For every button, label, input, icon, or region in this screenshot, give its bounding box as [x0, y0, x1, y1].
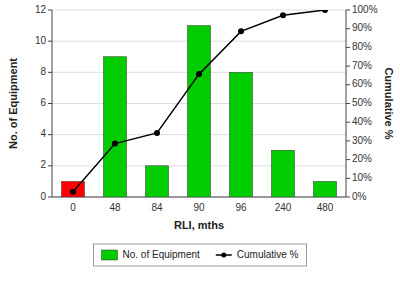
- y2-tick-label: 0%: [352, 191, 367, 202]
- bar: [229, 72, 252, 197]
- y-tick-label: 6: [40, 97, 46, 108]
- legend-label: No. of Equipment: [123, 249, 200, 260]
- legend-frame: [94, 244, 307, 266]
- y2-tick-label: 40%: [352, 116, 372, 127]
- y-tick-label: 0: [40, 191, 46, 202]
- y2-tick: [346, 178, 350, 179]
- y2-axis-label: Cumulative %: [383, 67, 395, 139]
- y-tick: [48, 134, 52, 135]
- x-tick-label: 0: [70, 202, 76, 213]
- y2-tick-label: 50%: [352, 97, 372, 108]
- plot-area: [61, 10, 336, 197]
- legend-item: No. of Equipment: [102, 249, 200, 260]
- legend-item: Cumulative %: [216, 249, 299, 260]
- axes: 0 2 4 6 8 10 12 0% 10% 20% 30% 40% 50% 60% 70% 80% 90% 10…: [35, 4, 378, 213]
- y-tick: [48, 72, 52, 73]
- y2-axis-line: [346, 10, 347, 197]
- x-tick-label: 240: [275, 202, 292, 213]
- bar: [61, 181, 84, 197]
- y-tick-label: 8: [40, 66, 46, 77]
- bar: [313, 181, 336, 197]
- bar: [145, 166, 168, 197]
- y2-tick: [346, 122, 350, 123]
- y2-tick-label: 60%: [352, 78, 372, 89]
- y2-tick-label: 20%: [352, 153, 372, 164]
- x-axis-label: RLI, mths: [174, 219, 224, 231]
- y-tick: [48, 165, 52, 166]
- grid-line: [52, 10, 346, 11]
- y-tick: [48, 197, 52, 198]
- line: [73, 10, 325, 192]
- chart: 0 2 4 6 8 10 12 0% 10% 20% 30% 40% 50% 60% 70% 80% 90% 10…: [0, 0, 400, 285]
- x-tick-label: 90: [193, 202, 205, 213]
- y2-tick: [346, 140, 350, 141]
- y2-tick: [346, 103, 350, 104]
- y-tick-label: 4: [40, 128, 46, 139]
- y-axis-line: [52, 10, 53, 197]
- chart-container: 0 2 4 6 8 10 12 0% 10% 20% 30% 40% 50% 60% 70% 80% 90% 10…: [0, 0, 400, 285]
- x-tick-label: 84: [151, 202, 163, 213]
- bar: [271, 150, 294, 197]
- marker: [196, 71, 202, 77]
- bar: [103, 57, 126, 197]
- marker: [112, 141, 118, 147]
- y2-tick-label: 80%: [352, 41, 372, 52]
- x-tick-label: 96: [235, 202, 247, 213]
- y2-tick-label: 100%: [352, 4, 378, 15]
- marker: [154, 130, 160, 136]
- legend-label: Cumulative %: [237, 249, 299, 260]
- y2-tick: [346, 159, 350, 160]
- y-tick: [48, 103, 52, 104]
- grid: [52, 10, 346, 197]
- marker: [280, 12, 286, 18]
- y-tick: [48, 10, 52, 11]
- y2-tick: [346, 10, 350, 11]
- x-tick-label: 480: [317, 202, 334, 213]
- y2-tick-label: 70%: [352, 60, 372, 71]
- y2-tick-label: 30%: [352, 135, 372, 146]
- y-tick-label: 2: [40, 159, 46, 170]
- y2-tick-label: 90%: [352, 22, 372, 33]
- y2-tick: [346, 28, 350, 29]
- marker: [70, 189, 76, 195]
- legend: No. of Equipment Cumulative %: [94, 244, 307, 266]
- marker: [322, 10, 328, 13]
- y2-tick: [346, 66, 350, 67]
- y-tick-label: 10: [35, 35, 47, 46]
- y2-tick: [346, 84, 350, 85]
- y2-tick: [346, 47, 350, 48]
- y-tick-label: 12: [35, 4, 47, 15]
- marker: [238, 28, 244, 34]
- legend-swatch: [102, 250, 118, 260]
- y2-tick-label: 10%: [352, 172, 372, 183]
- bar: [187, 26, 210, 197]
- legend-swatch-marker: [221, 253, 226, 258]
- x-tick-label: 48: [109, 202, 121, 213]
- y-axis-label: No. of Equipment: [7, 58, 19, 149]
- y-tick: [48, 41, 52, 42]
- y2-tick: [346, 197, 350, 198]
